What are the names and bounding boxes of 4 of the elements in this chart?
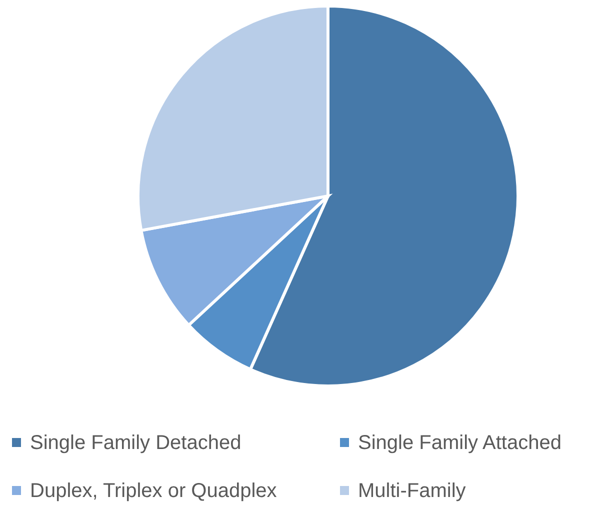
legend-label: Single Family Attached — [358, 432, 562, 454]
legend-label: Duplex, Triplex or Quadplex — [30, 480, 277, 502]
legend-label: Single Family Detached — [30, 432, 242, 454]
legend-label: Multi-Family — [358, 480, 466, 502]
